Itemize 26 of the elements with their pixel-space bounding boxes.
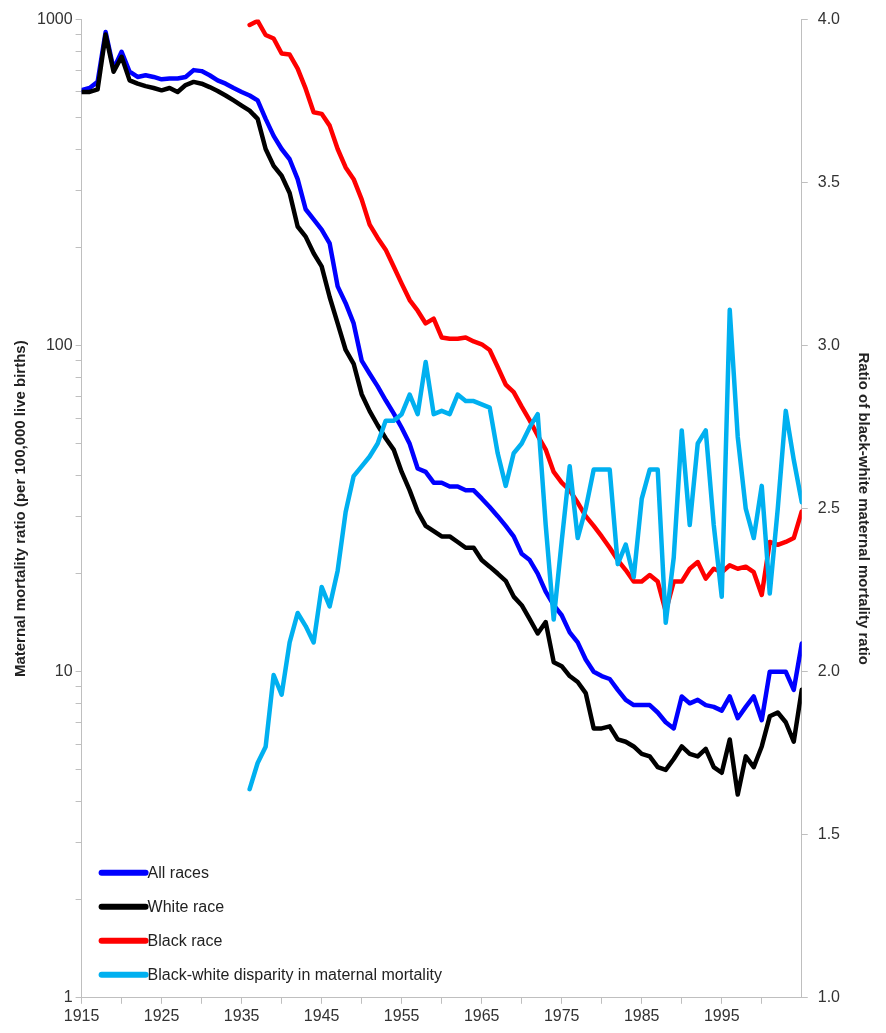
y2-axis-title: Ratio of black-white maternal mortality ratio [855,352,873,665]
x-tick-label: 1995 [703,1006,740,1024]
legend-label: Black race [147,932,223,950]
y-axis-title: Maternal mortality ratio (per 100,000 live births) [11,340,29,678]
y-tick-label: 10 [54,662,73,680]
y-tick-label: 100 [45,336,73,354]
x-tick-label: 1965 [463,1006,500,1024]
x-tick-label: 1935 [223,1006,260,1024]
legend-label: White race [147,898,225,916]
x-tick-label: 1925 [143,1006,180,1024]
x-tick-label: 1915 [63,1006,100,1024]
y2-tick-label: 3.0 [817,336,841,354]
x-tick-label: 1945 [303,1006,340,1024]
y2-tick-label: 3.5 [817,173,841,191]
y2-tick-label: 4.0 [817,10,841,28]
y2-tick-label: 2.5 [817,499,841,517]
legend-label: All races [147,864,209,882]
x-tick-label: 1955 [383,1006,420,1024]
y2-tick-label: 1.5 [817,825,841,843]
y2-tick-label: 1.0 [817,988,841,1006]
x-tick-label: 1975 [543,1006,580,1024]
x-tick-label: 1985 [623,1006,660,1024]
y-tick-label: 1000 [37,10,73,28]
legend-label: Black-white disparity in maternal mortality [147,966,442,984]
y2-tick-label: 2.0 [817,662,841,680]
y-tick-label: 1 [63,988,73,1006]
